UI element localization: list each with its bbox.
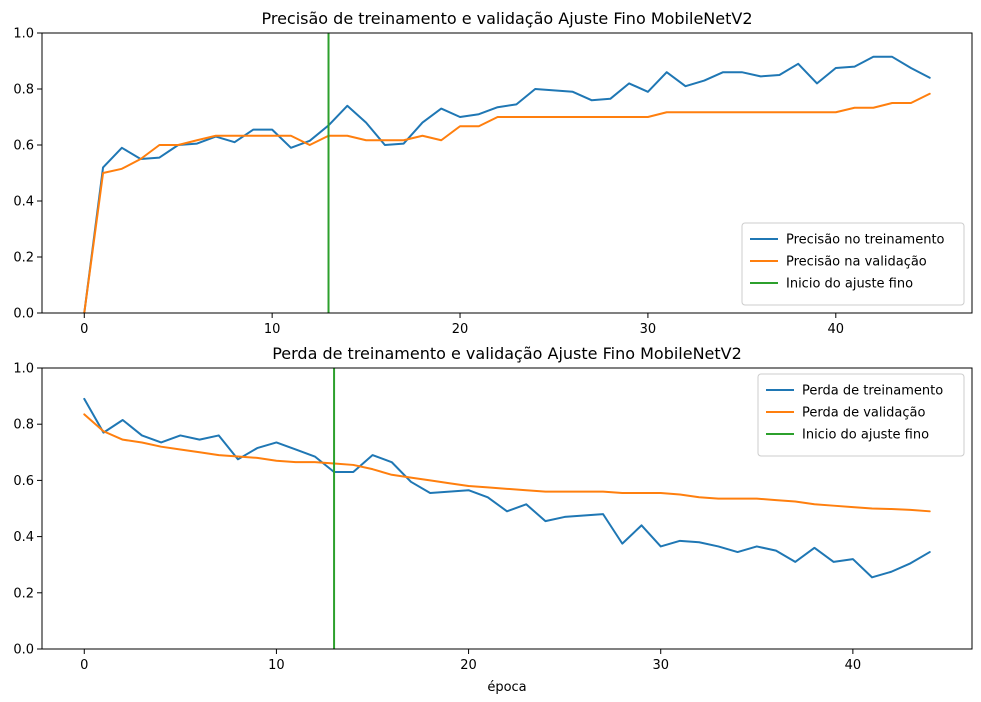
y-tick-label: 0.4 <box>13 530 34 545</box>
legend: Perda de treinamento Perda de validação In… <box>757 373 965 457</box>
legend-box <box>741 222 965 306</box>
y-tick-label: 0.8 <box>13 418 34 433</box>
y-tick-label: 1.0 <box>13 27 34 42</box>
y-tick-label: 0.6 <box>13 139 34 154</box>
legend-label: Inicio do ajuste fino <box>786 277 913 292</box>
y-tick-label: 0.2 <box>13 251 34 266</box>
x-tick-label: 30 <box>652 658 669 673</box>
legend-label: Perda de validação <box>802 406 925 421</box>
x-tick-label: 40 <box>845 658 862 673</box>
x-tick-label: 30 <box>640 322 657 337</box>
legend-label: Precisão no treinamento <box>786 233 945 248</box>
plot-frame <box>41 32 973 314</box>
x-axis-label: época <box>487 680 526 695</box>
legend-label: Inicio do ajuste fino <box>802 428 929 443</box>
x-tick-label: 10 <box>268 658 285 673</box>
series-line-validation <box>83 413 931 513</box>
chart-title: Perda de treinamento e validação Ajuste … <box>272 344 742 363</box>
series-line-training <box>83 397 931 579</box>
x-tick-label: 0 <box>80 658 88 673</box>
y-tick-label: 0.2 <box>13 586 34 601</box>
y-tick-label: 1.0 <box>13 362 34 377</box>
x-tick-label: 40 <box>828 322 845 337</box>
legend: Precisão no treinamento Precisão na valid… <box>741 222 965 306</box>
y-tick-label: 0.0 <box>13 307 34 322</box>
x-tick-label: 10 <box>264 322 281 337</box>
plot-area <box>83 368 931 649</box>
x-tick-label: 20 <box>460 658 477 673</box>
y-tick-label: 0.8 <box>13 83 34 98</box>
y-tick-label: 0.0 <box>13 643 34 658</box>
chart-title: Precisão de treinamento e validação Ajus… <box>261 9 752 28</box>
series-line-validation <box>83 92 931 313</box>
legend-label: Perda de treinamento <box>802 384 943 399</box>
legend-box <box>757 373 965 457</box>
y-tick-label: 0.4 <box>13 195 34 210</box>
series-line-training <box>83 55 931 313</box>
plot-frame <box>41 367 973 650</box>
plot-area <box>83 33 931 313</box>
accuracy-chart: Precisão de treinamento e validação Ajus… <box>13 9 973 337</box>
y-tick-label: 0.6 <box>13 474 34 489</box>
x-tick-label: 0 <box>80 322 88 337</box>
x-tick-label: 20 <box>452 322 469 337</box>
loss-chart: Perda de treinamento e validação Ajuste … <box>13 344 973 695</box>
legend-label: Precisão na validação <box>786 255 927 270</box>
